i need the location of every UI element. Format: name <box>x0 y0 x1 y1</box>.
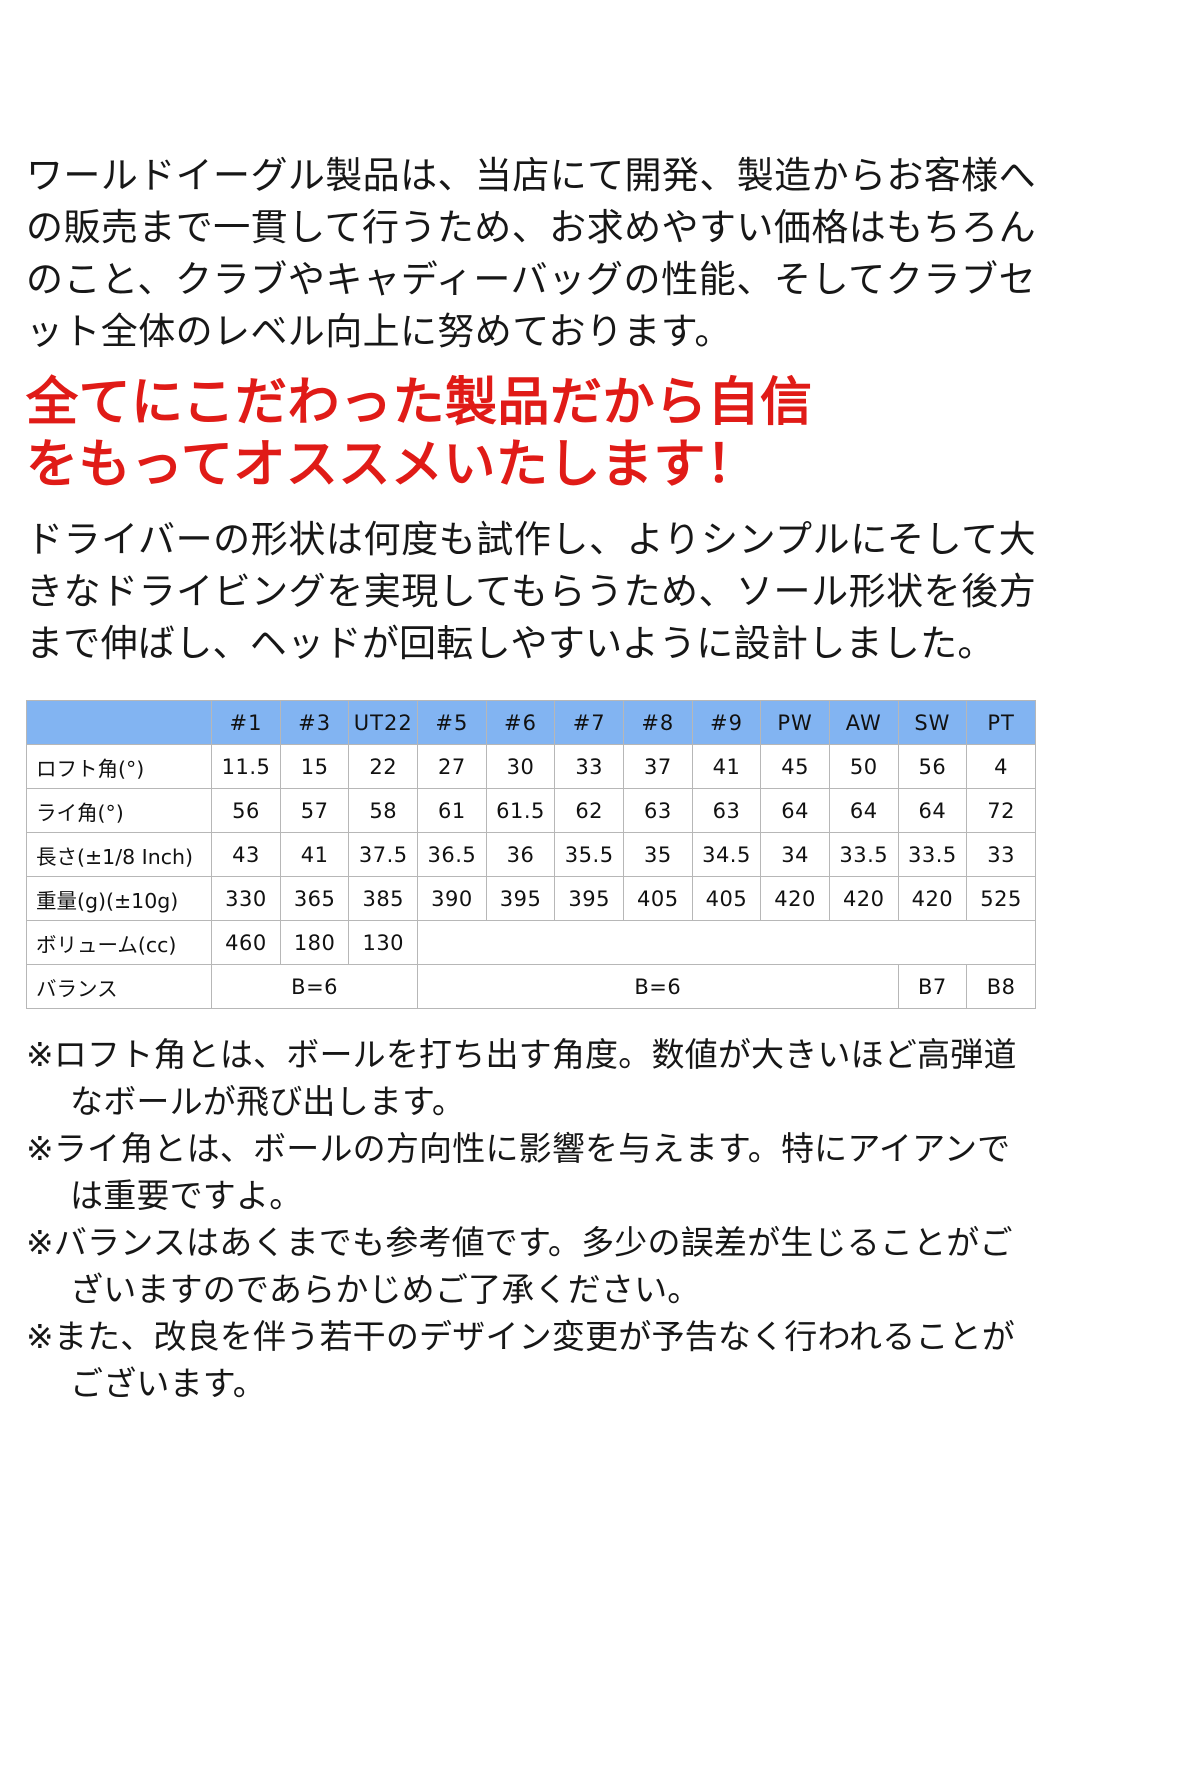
table-cell: 30 <box>485 744 556 789</box>
column-header: AW <box>828 700 899 745</box>
balance-cell: B7 <box>897 964 968 1009</box>
table-cell: 64 <box>760 788 830 833</box>
table-cell: 420 <box>828 876 899 921</box>
headline-line-2: をもってオススメいたします！ <box>26 435 759 495</box>
table-cell: 33 <box>554 744 624 789</box>
intro-paragraph: ワールドイーグル製品は、当店にて開発、製造からお客様への販売まで一貫して行うため… <box>26 154 1036 353</box>
table-cell: 420 <box>760 876 830 921</box>
table-row: ロフト角(°) 11.5 15 22 27 30 33 37 41 45 50 … <box>25 744 1036 789</box>
table-cell: 36 <box>485 832 556 877</box>
table-cell: 50 <box>828 744 899 789</box>
table-cell: 35.5 <box>554 832 624 877</box>
table-cell: 41 <box>279 832 350 877</box>
balance-cell: B8 <box>966 964 1036 1009</box>
content-column: ワールドイーグル製品は、当店にて開発、製造からお客様への販売まで一貫して行うため… <box>25 150 1036 1407</box>
table-cell: 61.5 <box>485 788 556 833</box>
table-cell: 34 <box>760 832 830 877</box>
table-cell: 22 <box>348 744 419 789</box>
table-cell: 58 <box>348 788 419 833</box>
column-header: SW <box>897 700 968 745</box>
table-cell: 27 <box>417 744 487 789</box>
table-cell: 61 <box>417 788 487 833</box>
column-header: #3 <box>279 700 350 745</box>
column-header: PW <box>760 700 830 745</box>
table-cell: 63 <box>691 788 762 833</box>
spec-table-wrapper: #1 #3 UT22 #5 #6 #7 #8 #9 PW AW SW PT <box>25 700 1036 1009</box>
column-header: UT22 <box>348 700 419 745</box>
table-cell: 63 <box>623 788 693 833</box>
table-cell: 130 <box>348 920 419 965</box>
balance-cell: B=6 <box>211 964 419 1009</box>
table-cell: 41 <box>691 744 762 789</box>
table-cell: 395 <box>485 876 556 921</box>
column-header: #7 <box>554 700 624 745</box>
table-cell: 405 <box>623 876 693 921</box>
table-cell: 57 <box>279 788 350 833</box>
table-cell: 33.5 <box>828 832 899 877</box>
table-cell: 460 <box>211 920 281 965</box>
spec-table-head: #1 #3 UT22 #5 #6 #7 #8 #9 PW AW SW PT <box>25 700 1036 745</box>
table-row: ボリューム(cc) 460 180 130 <box>25 920 1036 965</box>
column-header: #9 <box>691 700 762 745</box>
balance-cell: B=6 <box>417 964 899 1009</box>
table-cell: 37 <box>623 744 693 789</box>
spec-header-row: #1 #3 UT22 #5 #6 #7 #8 #9 PW AW SW PT <box>25 700 1036 745</box>
row-label: バランス <box>25 964 213 1009</box>
table-cell: 62 <box>554 788 624 833</box>
row-label: 長さ(±1/8 Inch) <box>25 832 213 877</box>
table-cell: 15 <box>279 744 350 789</box>
table-cell: 390 <box>417 876 487 921</box>
table-cell: 64 <box>828 788 899 833</box>
table-cell: 36.5 <box>417 832 487 877</box>
row-label: 重量(g)(±10g) <box>25 876 213 921</box>
table-row: ライ角(°) 56 57 58 61 61.5 62 63 63 64 64 6… <box>25 788 1036 833</box>
driver-description-paragraph: ドライバーの形状は何度も試作し、よりシンプルにそして大きなドライビングを実現して… <box>26 518 1036 665</box>
table-cell: 4 <box>966 744 1036 789</box>
table-cell: 45 <box>760 744 830 789</box>
table-row-balance: バランス B=6 B=6 B7 B8 <box>25 964 1036 1009</box>
table-cell: 525 <box>966 876 1036 921</box>
table-cell: 395 <box>554 876 624 921</box>
table-cell: 385 <box>348 876 419 921</box>
header-corner-cell <box>25 700 213 745</box>
row-label: ロフト角(°) <box>25 744 213 789</box>
table-cell: 420 <box>897 876 968 921</box>
table-cell: 34.5 <box>691 832 762 877</box>
footnote-item: ※ライ角とは、ボールの方向性に影響を与えます。特にアイアンでは重要ですよ。 <box>26 1129 1011 1215</box>
footnotes: ※ロフト角とは、ボールを打ち出す角度。数値が大きいほど高弾道なボールが飛び出しま… <box>26 1031 1036 1407</box>
table-cell: 35 <box>623 832 693 877</box>
column-header: #5 <box>417 700 487 745</box>
table-cell: 37.5 <box>348 832 419 877</box>
table-row: 長さ(±1/8 Inch) 43 41 37.5 36.5 36 35.5 35… <box>25 832 1036 877</box>
footnote-item: ※ロフト角とは、ボールを打ち出す角度。数値が大きいほど高弾道なボールが飛び出しま… <box>26 1035 1017 1121</box>
table-row: 重量(g)(±10g) 330 365 385 390 395 395 405 … <box>25 876 1036 921</box>
table-cell: 11.5 <box>211 744 281 789</box>
table-cell: 405 <box>691 876 762 921</box>
spec-table: #1 #3 UT22 #5 #6 #7 #8 #9 PW AW SW PT <box>25 700 1036 1009</box>
table-cell: 33 <box>966 832 1036 877</box>
column-header: #6 <box>485 700 556 745</box>
table-cell: 56 <box>211 788 281 833</box>
footnote-item: ※また、改良を伴う若干のデザイン変更が予告なく行われることがございます。 <box>26 1317 1016 1403</box>
table-cell: 64 <box>897 788 968 833</box>
row-label: ボリューム(cc) <box>25 920 213 965</box>
table-cell: 43 <box>211 832 281 877</box>
column-header: #1 <box>211 700 281 745</box>
spec-table-body: ロフト角(°) 11.5 15 22 27 30 33 37 41 45 50 … <box>25 744 1036 1009</box>
column-header: PT <box>966 700 1036 745</box>
table-cell: 180 <box>279 920 350 965</box>
table-cell: 33.5 <box>897 832 968 877</box>
headline-line-1: 全てにこだわった製品だから自信 <box>26 373 813 433</box>
table-cell: 330 <box>211 876 281 921</box>
column-header: #8 <box>623 700 693 745</box>
table-cell: 365 <box>279 876 350 921</box>
table-cell: 56 <box>897 744 968 789</box>
footnote-item: ※バランスはあくまでも参考値です。多少の誤差が生じることがございますのであらかじ… <box>26 1223 1013 1309</box>
red-headline: 全てにこだわった製品だから自信 をもってオススメいたします！ <box>26 372 1036 496</box>
row-label: ライ角(°) <box>25 788 213 833</box>
table-cell: 72 <box>966 788 1036 833</box>
table-cell-empty <box>417 920 1036 965</box>
